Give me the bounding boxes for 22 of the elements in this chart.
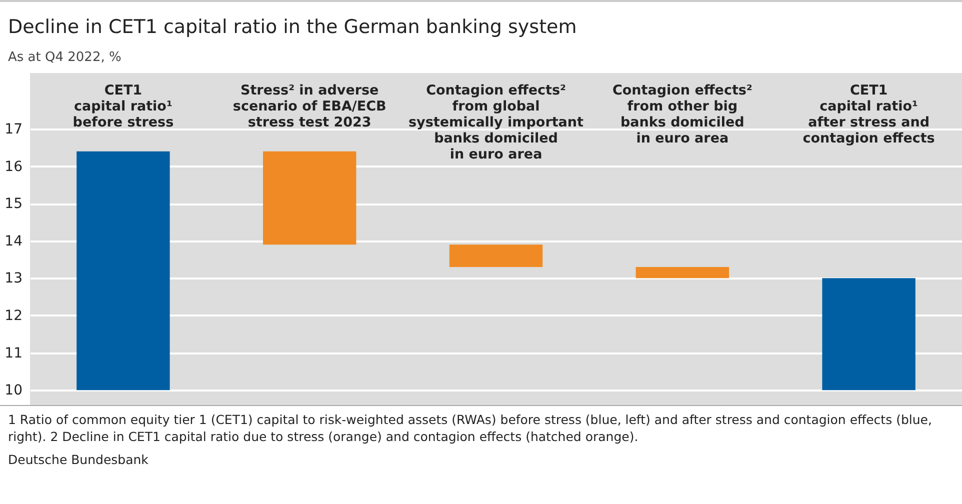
x-tick-label: CET1 capital ratio¹ before stress	[72, 82, 174, 130]
bar	[76, 151, 170, 390]
x-tick-label: Contagion effects² from global systemically important banks domiciled in euro area	[408, 82, 584, 162]
y-tick-label: 10	[4, 382, 22, 399]
y-tick-label: 16	[4, 158, 23, 175]
x-tick-label: Contagion effects² from other big banks domiciled in euro area	[612, 82, 752, 146]
bar	[822, 278, 916, 390]
bar	[263, 151, 356, 245]
y-tick-label: 15	[4, 196, 22, 212]
y-tick-label: 17	[4, 121, 22, 138]
x-tick-label: CET1 capital ratio¹ after stress and contagion effects	[802, 82, 935, 146]
y-tick-label: 12	[4, 308, 22, 324]
text: 1 Ratio of common equity tier 1 (CET1) capital to risk-weighted assets (RWAs) before stress (blue, left) and after stress and contagion effects (blue, right). 2 Decline in CET1 capital ratio due to stress (orange) and contagion effects (hatched orange).	[8, 412, 933, 446]
y-tick-label: 11	[4, 345, 22, 362]
y-tick-label: 13	[4, 270, 22, 287]
chart-subtitle: As at Q4 2022, %	[7, 49, 122, 67]
bar	[449, 244, 543, 267]
chart-title: Decline in CET1 capital ratio in the German banking system	[0, 0, 962, 46]
bar	[636, 266, 729, 278]
y-tick-label: 14	[4, 233, 23, 250]
text: Deutsche Bundesbank	[8, 452, 150, 469]
x-tick-label: Stress² in adverse scenario of EBA/ECB stress test 2023	[232, 82, 386, 130]
